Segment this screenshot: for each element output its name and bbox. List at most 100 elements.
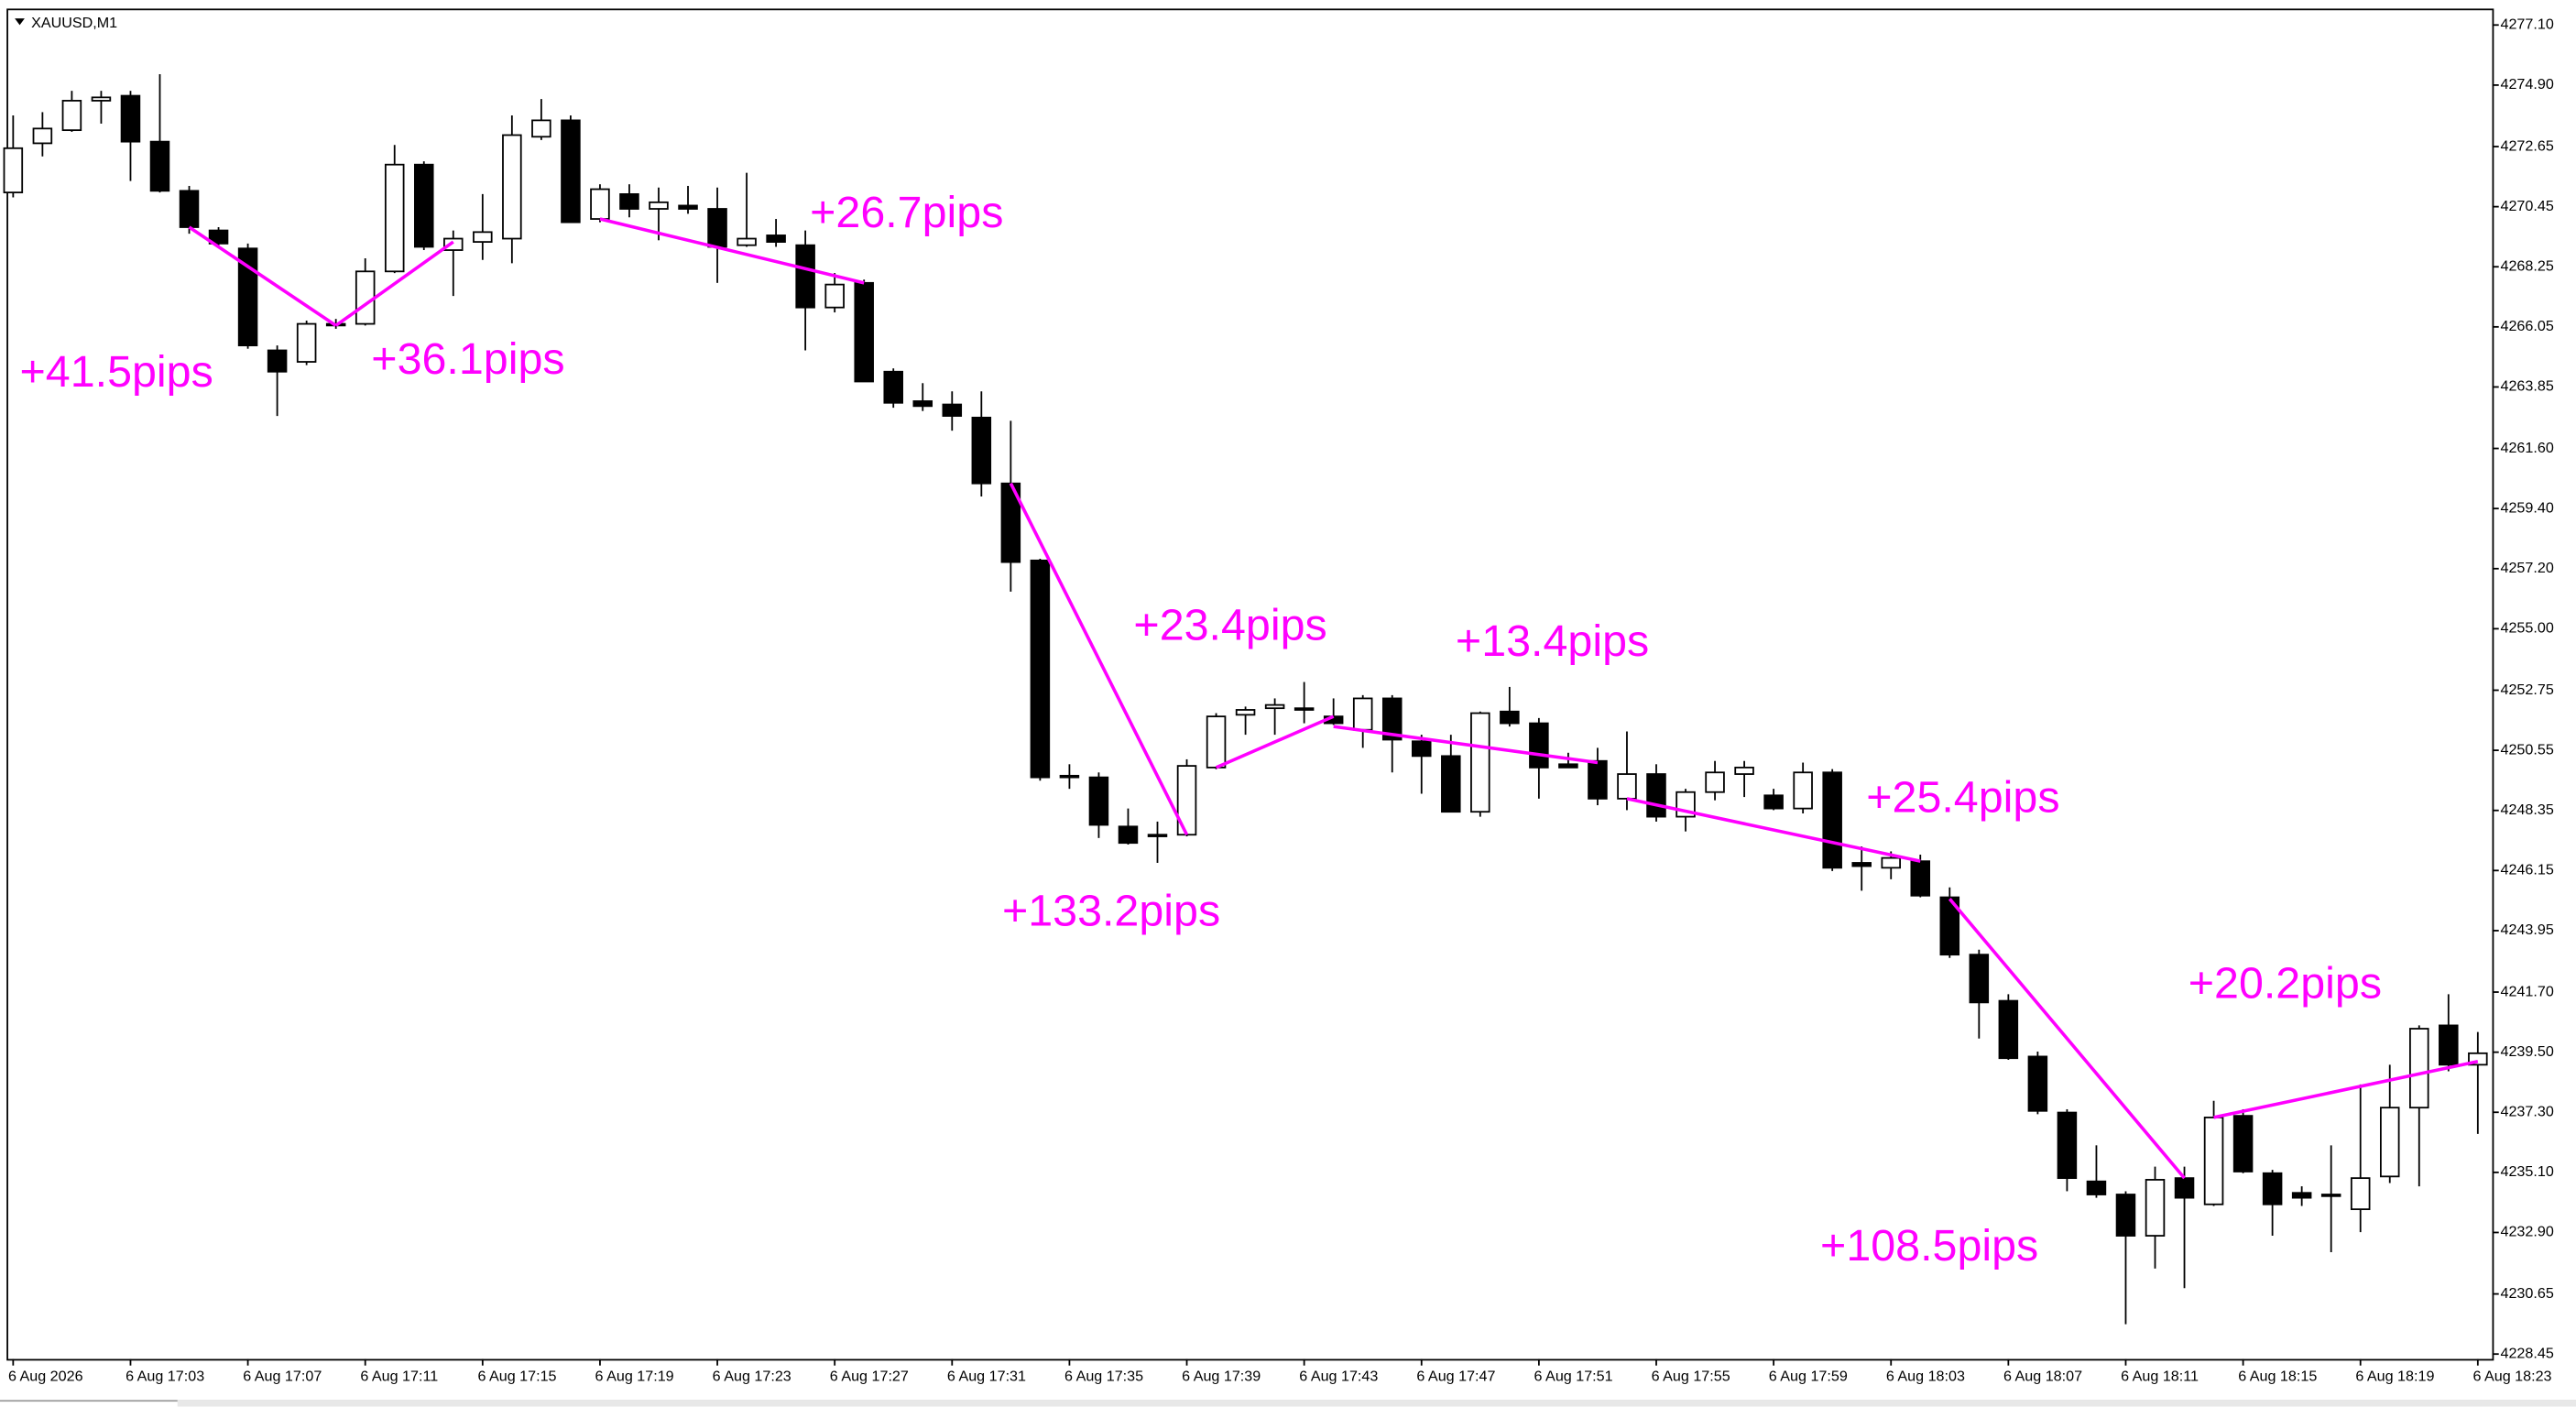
candle-body	[237, 247, 258, 347]
x-tick-label: 6 Aug 18:19	[2355, 1369, 2434, 1385]
y-tick-label: 4270.45	[2501, 198, 2554, 214]
x-tick-label: 6 Aug 18:15	[2238, 1369, 2317, 1385]
y-tick-label: 4248.35	[2501, 802, 2554, 818]
candle-body	[1822, 771, 1842, 869]
y-tick-label: 4263.85	[2501, 378, 2554, 395]
x-tick-label: 6 Aug 17:23	[713, 1369, 791, 1385]
y-tick-label: 4259.40	[2501, 499, 2554, 516]
symbol-title: XAUUSD,M1	[31, 15, 117, 31]
y-tick-label: 4250.55	[2501, 741, 2554, 758]
y-tick-label: 4230.65	[2501, 1285, 2554, 1302]
candle-body	[1030, 559, 1051, 779]
candle-body	[649, 201, 669, 210]
trendline	[1215, 714, 1335, 769]
candle-body	[2174, 1177, 2195, 1199]
x-tick-label: 6 Aug 18:23	[2472, 1369, 2551, 1385]
x-tick-label: 6 Aug 17:03	[126, 1369, 204, 1385]
candle-body	[1293, 707, 1315, 711]
candle-body	[443, 237, 464, 251]
scrollbar	[177, 1400, 2576, 1407]
candle-body	[1763, 794, 1784, 810]
candle-body	[2350, 1177, 2371, 1211]
y-tick-label: 4252.75	[2501, 682, 2554, 698]
y-tick-label: 4272.65	[2501, 137, 2554, 154]
trendline	[1626, 797, 1921, 863]
candle-body	[1059, 774, 1080, 779]
candle-body	[1470, 712, 1490, 813]
x-tick-label: 6 Aug 18:03	[1886, 1369, 1965, 1385]
candle-body	[2086, 1180, 2107, 1195]
candle-body	[2057, 1111, 2078, 1180]
trendline-label: +133.2pips	[1002, 886, 1220, 935]
candle-body	[2439, 1024, 2459, 1066]
x-tick-label: 6 Aug 17:43	[1299, 1369, 1378, 1385]
candle-body	[61, 100, 82, 132]
candle-body	[1705, 771, 1725, 793]
x-tick-label: 6 Aug 17:39	[1182, 1369, 1261, 1385]
y-tick-label: 4246.15	[2501, 862, 2554, 878]
candle-body	[1969, 954, 1990, 1004]
y-tick-label: 4268.25	[2501, 257, 2554, 274]
y-tick-label: 4255.00	[2501, 620, 2554, 637]
candle-body	[2409, 1028, 2429, 1109]
candle-body	[2232, 1115, 2254, 1172]
candle-body	[531, 119, 551, 138]
candle-body	[1118, 825, 1139, 845]
x-tick-label: 6 Aug 17:07	[243, 1369, 322, 1385]
candle-body	[1558, 763, 1578, 769]
candle-body	[883, 370, 903, 404]
candle-body	[1910, 860, 1931, 897]
plot-frame	[6, 8, 2494, 1361]
candle-body	[1646, 773, 1666, 818]
candle-body	[707, 208, 727, 248]
candle-body	[3, 147, 24, 194]
x-tick-label: 6 Aug 18:07	[2003, 1369, 2082, 1385]
y-tick-label: 4243.95	[2501, 922, 2554, 938]
y-tick-label: 4274.90	[2501, 76, 2554, 93]
candle-body	[32, 127, 53, 145]
candle-body	[1793, 771, 1813, 810]
candle-body	[502, 134, 522, 240]
x-tick-label: 6 Aug 17:31	[947, 1369, 1026, 1385]
candle-body	[1500, 710, 1520, 725]
candle-body	[296, 322, 317, 363]
candle-body	[2320, 1194, 2341, 1197]
candle-body	[473, 231, 493, 243]
symbol-menu-arrow[interactable]	[15, 18, 25, 26]
candle-body	[1998, 999, 2019, 1060]
candle-body	[1529, 722, 1549, 769]
candle-body	[149, 140, 170, 192]
candle-body	[1412, 740, 1432, 758]
y-tick-label: 4239.50	[2501, 1043, 2554, 1060]
candle-body	[1441, 755, 1461, 813]
candle-body	[1264, 704, 1285, 710]
trendline-label: +20.2pips	[2189, 958, 2382, 1008]
trendline-label: +13.4pips	[1456, 616, 1649, 666]
candle-body	[1881, 856, 1901, 869]
trendline	[599, 217, 865, 285]
candle-body	[208, 229, 229, 245]
y-tick-label: 4266.05	[2501, 318, 2554, 334]
y-tick-label: 4228.45	[2501, 1345, 2554, 1361]
candle-body	[1147, 834, 1168, 837]
y-tick-label: 4232.90	[2501, 1224, 2554, 1240]
candle-body	[2379, 1107, 2400, 1178]
candle-body	[971, 416, 992, 485]
candle-body	[2145, 1179, 2166, 1237]
x-tick-label: 6 Aug 17:51	[1534, 1369, 1613, 1385]
x-tick-label: 6 Aug 17:27	[830, 1369, 909, 1385]
candle-body	[2262, 1172, 2283, 1205]
trendline-label: +41.5pips	[20, 347, 213, 397]
candle-body	[414, 163, 434, 248]
y-tick-label: 4237.30	[2501, 1104, 2554, 1120]
candle-body	[2203, 1117, 2224, 1205]
candle-body	[678, 204, 698, 210]
trendline-label: +25.4pips	[1866, 773, 2059, 823]
y-tick-label: 4241.70	[2501, 983, 2554, 999]
x-tick-label: 6 Aug 17:47	[1416, 1369, 1495, 1385]
candle-body	[795, 244, 815, 309]
candle-body	[1088, 776, 1109, 826]
